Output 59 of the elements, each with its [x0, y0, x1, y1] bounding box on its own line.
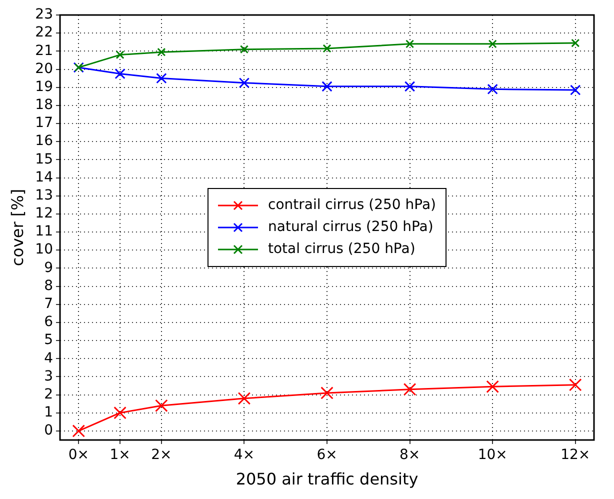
y-tick-label: 17: [35, 115, 54, 132]
x-tick-label: 10×: [478, 447, 508, 464]
y-tick-label: 15: [35, 151, 54, 168]
y-tick-label: 21: [35, 42, 54, 59]
y-tick-label: 14: [35, 169, 54, 186]
point: [486, 380, 499, 394]
point: [72, 424, 86, 438]
x-tick-label: 12×: [560, 447, 590, 464]
y-axis-title: cover [%]: [8, 188, 27, 266]
point: [320, 386, 334, 400]
point: [114, 68, 126, 80]
y-tick-label: 18: [35, 97, 54, 114]
point: [155, 399, 168, 412]
x-tick-label: 1×: [110, 447, 130, 464]
x-axis-title: 2050 air traffic density: [236, 470, 418, 489]
point: [240, 45, 249, 54]
point: [488, 40, 497, 48]
point: [568, 378, 582, 392]
x-tick-label: 2×: [151, 447, 172, 464]
point: [404, 81, 416, 92]
y-tick-label: 3: [44, 368, 54, 384]
point: [570, 84, 581, 96]
point: [487, 84, 498, 94]
point: [238, 392, 251, 405]
y-tick-label: 10: [35, 242, 54, 258]
y-tick-label: 22: [35, 24, 54, 41]
y-tick-label: 20: [35, 60, 54, 77]
point: [116, 50, 124, 60]
legend-label: natural cirrus (250 hPa): [268, 219, 434, 236]
point: [114, 406, 126, 420]
point: [322, 44, 332, 53]
y-tick-label: 1: [44, 404, 54, 421]
point: [322, 81, 332, 92]
y-tick-label: 8: [44, 278, 54, 294]
point: [238, 77, 250, 88]
y-tick-label: 5: [44, 332, 54, 348]
x-tick-label: 6×: [316, 447, 338, 464]
point: [403, 382, 416, 396]
y-tick-label: 4: [44, 350, 54, 366]
y-tick-label: 6: [44, 314, 54, 330]
legend-label: contrail cirrus (250 hPa): [268, 197, 436, 214]
y-tick-label: 7: [44, 296, 54, 312]
y-tick-label: 13: [35, 187, 54, 204]
point: [156, 72, 167, 84]
point: [157, 48, 166, 56]
legend-label: total cirrus (250 hPa): [268, 241, 416, 258]
y-tick-label: 11: [35, 224, 54, 240]
y-tick-label: 12: [35, 206, 54, 222]
y-tick-label: 19: [35, 78, 54, 95]
x-tick-label: 0×: [68, 447, 89, 464]
y-tick-label: 23: [35, 6, 54, 23]
point: [571, 38, 580, 48]
point: [406, 40, 414, 48]
x-tick-label: 4×: [234, 447, 255, 464]
y-tick-label: 2: [44, 386, 54, 402]
y-tick-label: 0: [44, 422, 54, 439]
y-tick-label: 16: [35, 133, 54, 150]
y-tick-label: 9: [44, 260, 54, 276]
x-tick-label: 8×: [399, 447, 420, 464]
